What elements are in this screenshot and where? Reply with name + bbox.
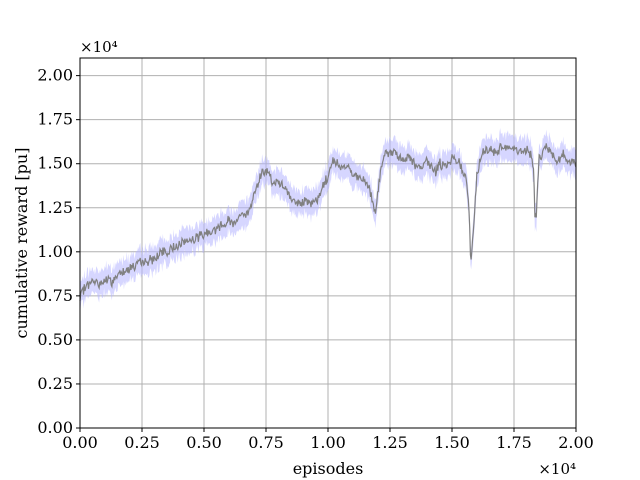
- x-tick-label: 1.25: [372, 433, 408, 452]
- x-tick-label: 1.00: [310, 433, 346, 452]
- x-tick-label: 0.25: [124, 433, 160, 452]
- series-confidence-band: [80, 128, 576, 315]
- y-tick-label: 2.00: [37, 66, 73, 85]
- y-tick-label: 1.25: [37, 198, 73, 217]
- y-tick-label: 0.25: [37, 374, 73, 393]
- x-tick-label: 0.00: [62, 433, 98, 452]
- y-axis-label: cumulative reward [pu]: [12, 148, 31, 339]
- grid-lines: [79, 58, 577, 429]
- x-axis-ticks: 0.00 0.25 0.50 0.75 1.00 1.25 1.50 1.75 2.00: [62, 428, 594, 452]
- y-tick-label: 0.50: [37, 330, 73, 349]
- x-axis-label: episodes: [293, 459, 364, 478]
- y-tick-label: 1.50: [37, 154, 73, 173]
- y-axis-offset-label: ×10⁴: [80, 38, 118, 56]
- series-mean-line: [79, 142, 577, 302]
- confidence-band-layer: [80, 128, 576, 315]
- y-tick-label: 0.75: [37, 286, 73, 305]
- y-tick-label: 0.00: [37, 418, 73, 437]
- mean-line-layer: [79, 142, 577, 302]
- y-tick-label: 1.75: [37, 110, 73, 129]
- x-tick-label: 1.75: [496, 433, 532, 452]
- x-tick-label: 0.75: [248, 433, 284, 452]
- y-axis-ticks: 0.00 0.25 0.50 0.75 1.00 1.25 1.50 1.75 2.00: [37, 66, 80, 437]
- x-axis-offset-label: ×10⁴: [538, 460, 576, 478]
- x-tick-label: 1.50: [434, 433, 470, 452]
- x-tick-label: 0.50: [186, 433, 222, 452]
- y-tick-label: 1.00: [37, 242, 73, 261]
- x-tick-label: 2.00: [558, 433, 594, 452]
